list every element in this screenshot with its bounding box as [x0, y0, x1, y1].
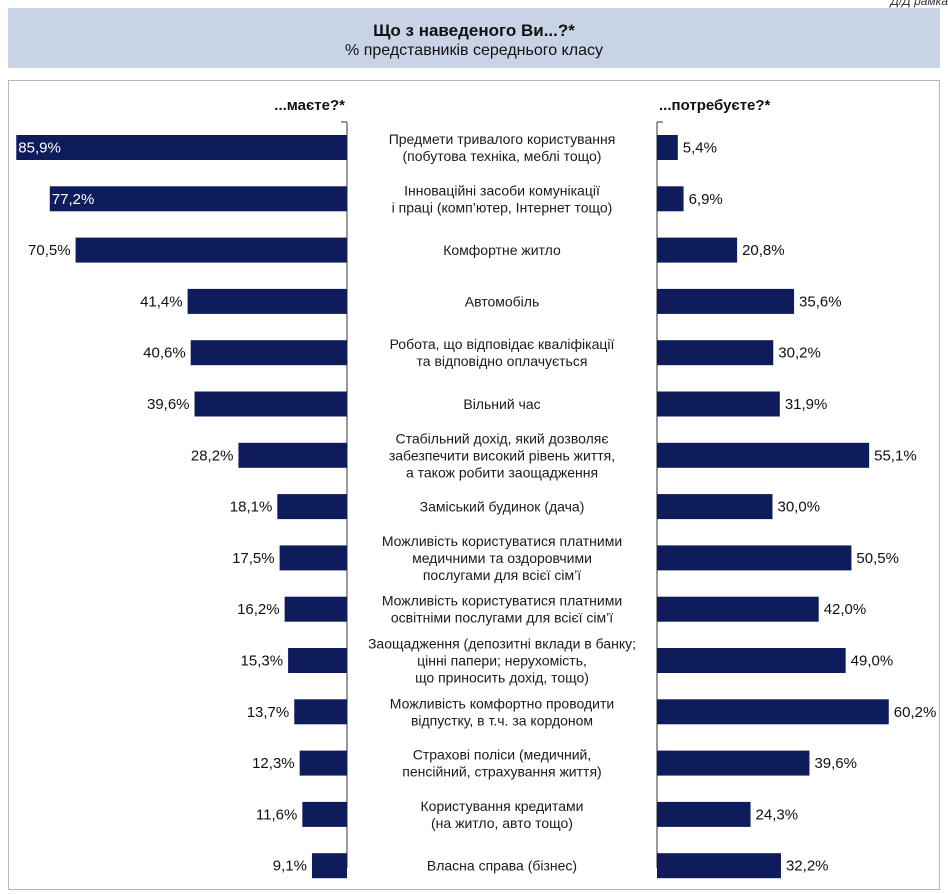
bar-have [190, 340, 347, 366]
value-label-have: 9,1% [273, 858, 307, 875]
value-label-need: 5,4% [683, 140, 717, 157]
bar-have [277, 494, 347, 520]
bar-need [657, 186, 684, 212]
bar-have [194, 391, 347, 417]
category-label: і праці (комп’ютер, Інтернет тощо) [392, 199, 613, 215]
value-label-have: 41,4% [140, 293, 183, 310]
category-label: Можливість комфортно проводити [390, 695, 614, 711]
category-label: Інноваційні засоби комунікації [404, 182, 600, 198]
bar-have [288, 648, 347, 673]
category-label: Стабільний дохід, який дозволяє [396, 430, 609, 446]
value-label-have: 11,6% [256, 806, 297, 823]
category-label: пенсійний, страхування життя) [402, 764, 601, 780]
bar-need [657, 237, 738, 263]
bar-need [657, 750, 810, 776]
category-label: Користування кредитами [421, 798, 584, 814]
value-label-need: 35,6% [799, 293, 842, 310]
category-label: (на житло, авто тощо) [431, 815, 573, 831]
category-label: Можливість користуватися платними [382, 593, 622, 609]
bar-need [657, 648, 846, 673]
bar-need [657, 545, 852, 571]
value-label-need: 39,6% [814, 755, 857, 772]
value-label-need: 31,9% [785, 396, 828, 413]
category-label: цінні папери; нерухомість, [417, 653, 587, 669]
category-label: Робота, що відповідає кваліфікації [390, 336, 615, 352]
category-label: Предмети тривалого користування [389, 131, 616, 147]
category-label: Комфортне житло [443, 242, 561, 258]
value-label-have: 40,6% [143, 345, 186, 362]
category-label: Заощадження (депозитні вклади в банку; [368, 636, 636, 652]
bar-need [657, 135, 678, 160]
value-label-have: 77,2% [52, 191, 95, 208]
value-label-have: 39,6% [147, 396, 190, 413]
category-label: що приносить дохід, тощо) [415, 670, 589, 686]
bar-need [657, 340, 774, 366]
bar-need [657, 596, 819, 622]
category-label: відпустку, в т.ч. за кордоном [411, 712, 593, 728]
corner-label: Д/Д рамка [890, 0, 948, 8]
value-label-need: 30,2% [778, 345, 821, 362]
value-label-have: 70,5% [28, 242, 71, 259]
category-label: Заміський будинок (дача) [420, 499, 585, 515]
value-label-need: 42,0% [824, 601, 867, 618]
category-label: медичними та оздоровчими [412, 550, 592, 566]
category-label: а також робити заощадження [406, 464, 598, 480]
bar-need [657, 494, 773, 520]
category-label: та відповідно оплачується [417, 353, 588, 369]
value-label-need: 6,9% [689, 191, 723, 208]
bar-need [657, 288, 795, 314]
category-label: Можливість користуватися платними [382, 533, 622, 549]
bar-have [49, 186, 347, 212]
column-header-have: ...маєте?* [274, 97, 345, 114]
bar-need [657, 853, 781, 879]
category-label: послугами для всієї сім’ї [423, 567, 581, 583]
value-label-have: 85,9% [18, 140, 61, 157]
category-label: Автомобіль [465, 293, 540, 309]
category-label: забезпечити високий рівень життя, [389, 447, 615, 463]
bar-have [238, 442, 347, 468]
bar-need [657, 391, 780, 417]
bar-have [302, 801, 347, 827]
bar-have [311, 853, 347, 879]
category-label: Власна справа (бізнес) [427, 858, 577, 874]
category-label: освітніми послугами для всієї сім’ї [391, 610, 613, 626]
bar-have [294, 699, 347, 725]
bar-have [299, 750, 347, 776]
chart-frame [8, 80, 940, 890]
bar-need [657, 699, 889, 725]
bar-need [657, 801, 751, 827]
chart-header: Що з наведеного Ви...?* % представників … [8, 8, 940, 68]
bar-have [75, 237, 347, 263]
value-label-need: 50,5% [856, 550, 899, 567]
value-label-have: 17,5% [232, 550, 275, 567]
value-label-have: 12,3% [252, 755, 295, 772]
bar-need [657, 442, 870, 468]
value-label-need: 49,0% [851, 653, 894, 670]
value-label-need: 20,8% [742, 242, 785, 259]
value-label-need: 32,2% [786, 858, 829, 875]
value-label-have: 16,2% [237, 601, 280, 618]
chart-subtitle: % представників середнього класу [345, 42, 603, 59]
value-label-have: 15,3% [241, 653, 284, 670]
value-label-need: 55,1% [874, 447, 917, 464]
value-label-have: 18,1% [230, 499, 273, 516]
column-header-need: ...потребуєте?* [659, 97, 771, 114]
bar-have [187, 288, 347, 314]
category-label: (побутова техніка, меблі тощо) [403, 148, 602, 164]
bar-have [16, 135, 347, 160]
value-label-need: 24,3% [756, 806, 799, 823]
value-label-have: 28,2% [191, 447, 234, 464]
value-label-need: 60,2% [894, 704, 937, 721]
category-label: Вільний час [463, 396, 540, 412]
chart-title: Що з наведеного Ви...?* [373, 21, 575, 40]
bar-have [284, 596, 347, 622]
bar-have [279, 545, 347, 571]
value-label-need: 30,0% [778, 499, 821, 516]
category-label: Страхові поліси (медичний, [413, 747, 592, 763]
value-label-have: 13,7% [247, 704, 290, 721]
